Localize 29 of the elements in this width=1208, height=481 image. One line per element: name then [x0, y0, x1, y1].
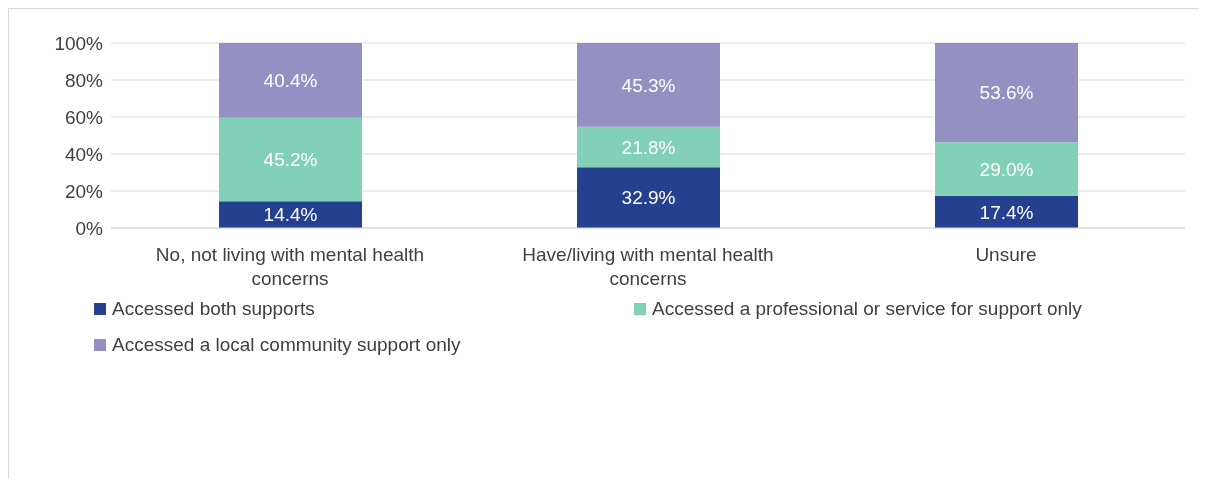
data-label: 40.4%: [263, 70, 318, 92]
x-tick-label: Have/living with mental health concerns: [522, 244, 774, 289]
bar: [219, 117, 362, 202]
legend-label: Accessed a local community support only: [112, 334, 461, 356]
data-label: 29.0%: [979, 158, 1034, 180]
y-tick-label: 100%: [54, 32, 104, 54]
data-label: 45.3%: [621, 74, 676, 96]
bar: [577, 43, 720, 127]
data-label: 32.9%: [621, 187, 676, 209]
bar: [935, 43, 1078, 143]
x-tick-label: No, not living with mental health concerns: [155, 244, 425, 289]
y-tick-label: 40%: [64, 143, 104, 165]
bar: [935, 195, 1078, 228]
bar: [219, 43, 362, 118]
y-tick-label: 20%: [64, 180, 104, 202]
data-label: 14.4%: [263, 204, 318, 226]
y-tick-label: 60%: [64, 106, 104, 128]
data-label: 17.4%: [979, 201, 1034, 223]
bar: [577, 167, 720, 228]
y-tick-label: 80%: [64, 69, 104, 91]
data-label: 45.2%: [263, 149, 318, 171]
bar: [577, 126, 720, 168]
data-label: 21.8%: [621, 136, 676, 158]
bar: [935, 142, 1078, 196]
x-tick-label: Unsure: [975, 244, 1037, 266]
data-label: 53.6%: [979, 82, 1034, 104]
y-tick-label: 0%: [75, 217, 104, 239]
legend-label: Accessed both supports: [112, 298, 315, 320]
legend-label: Accessed a professional or service for support only: [652, 298, 1082, 320]
